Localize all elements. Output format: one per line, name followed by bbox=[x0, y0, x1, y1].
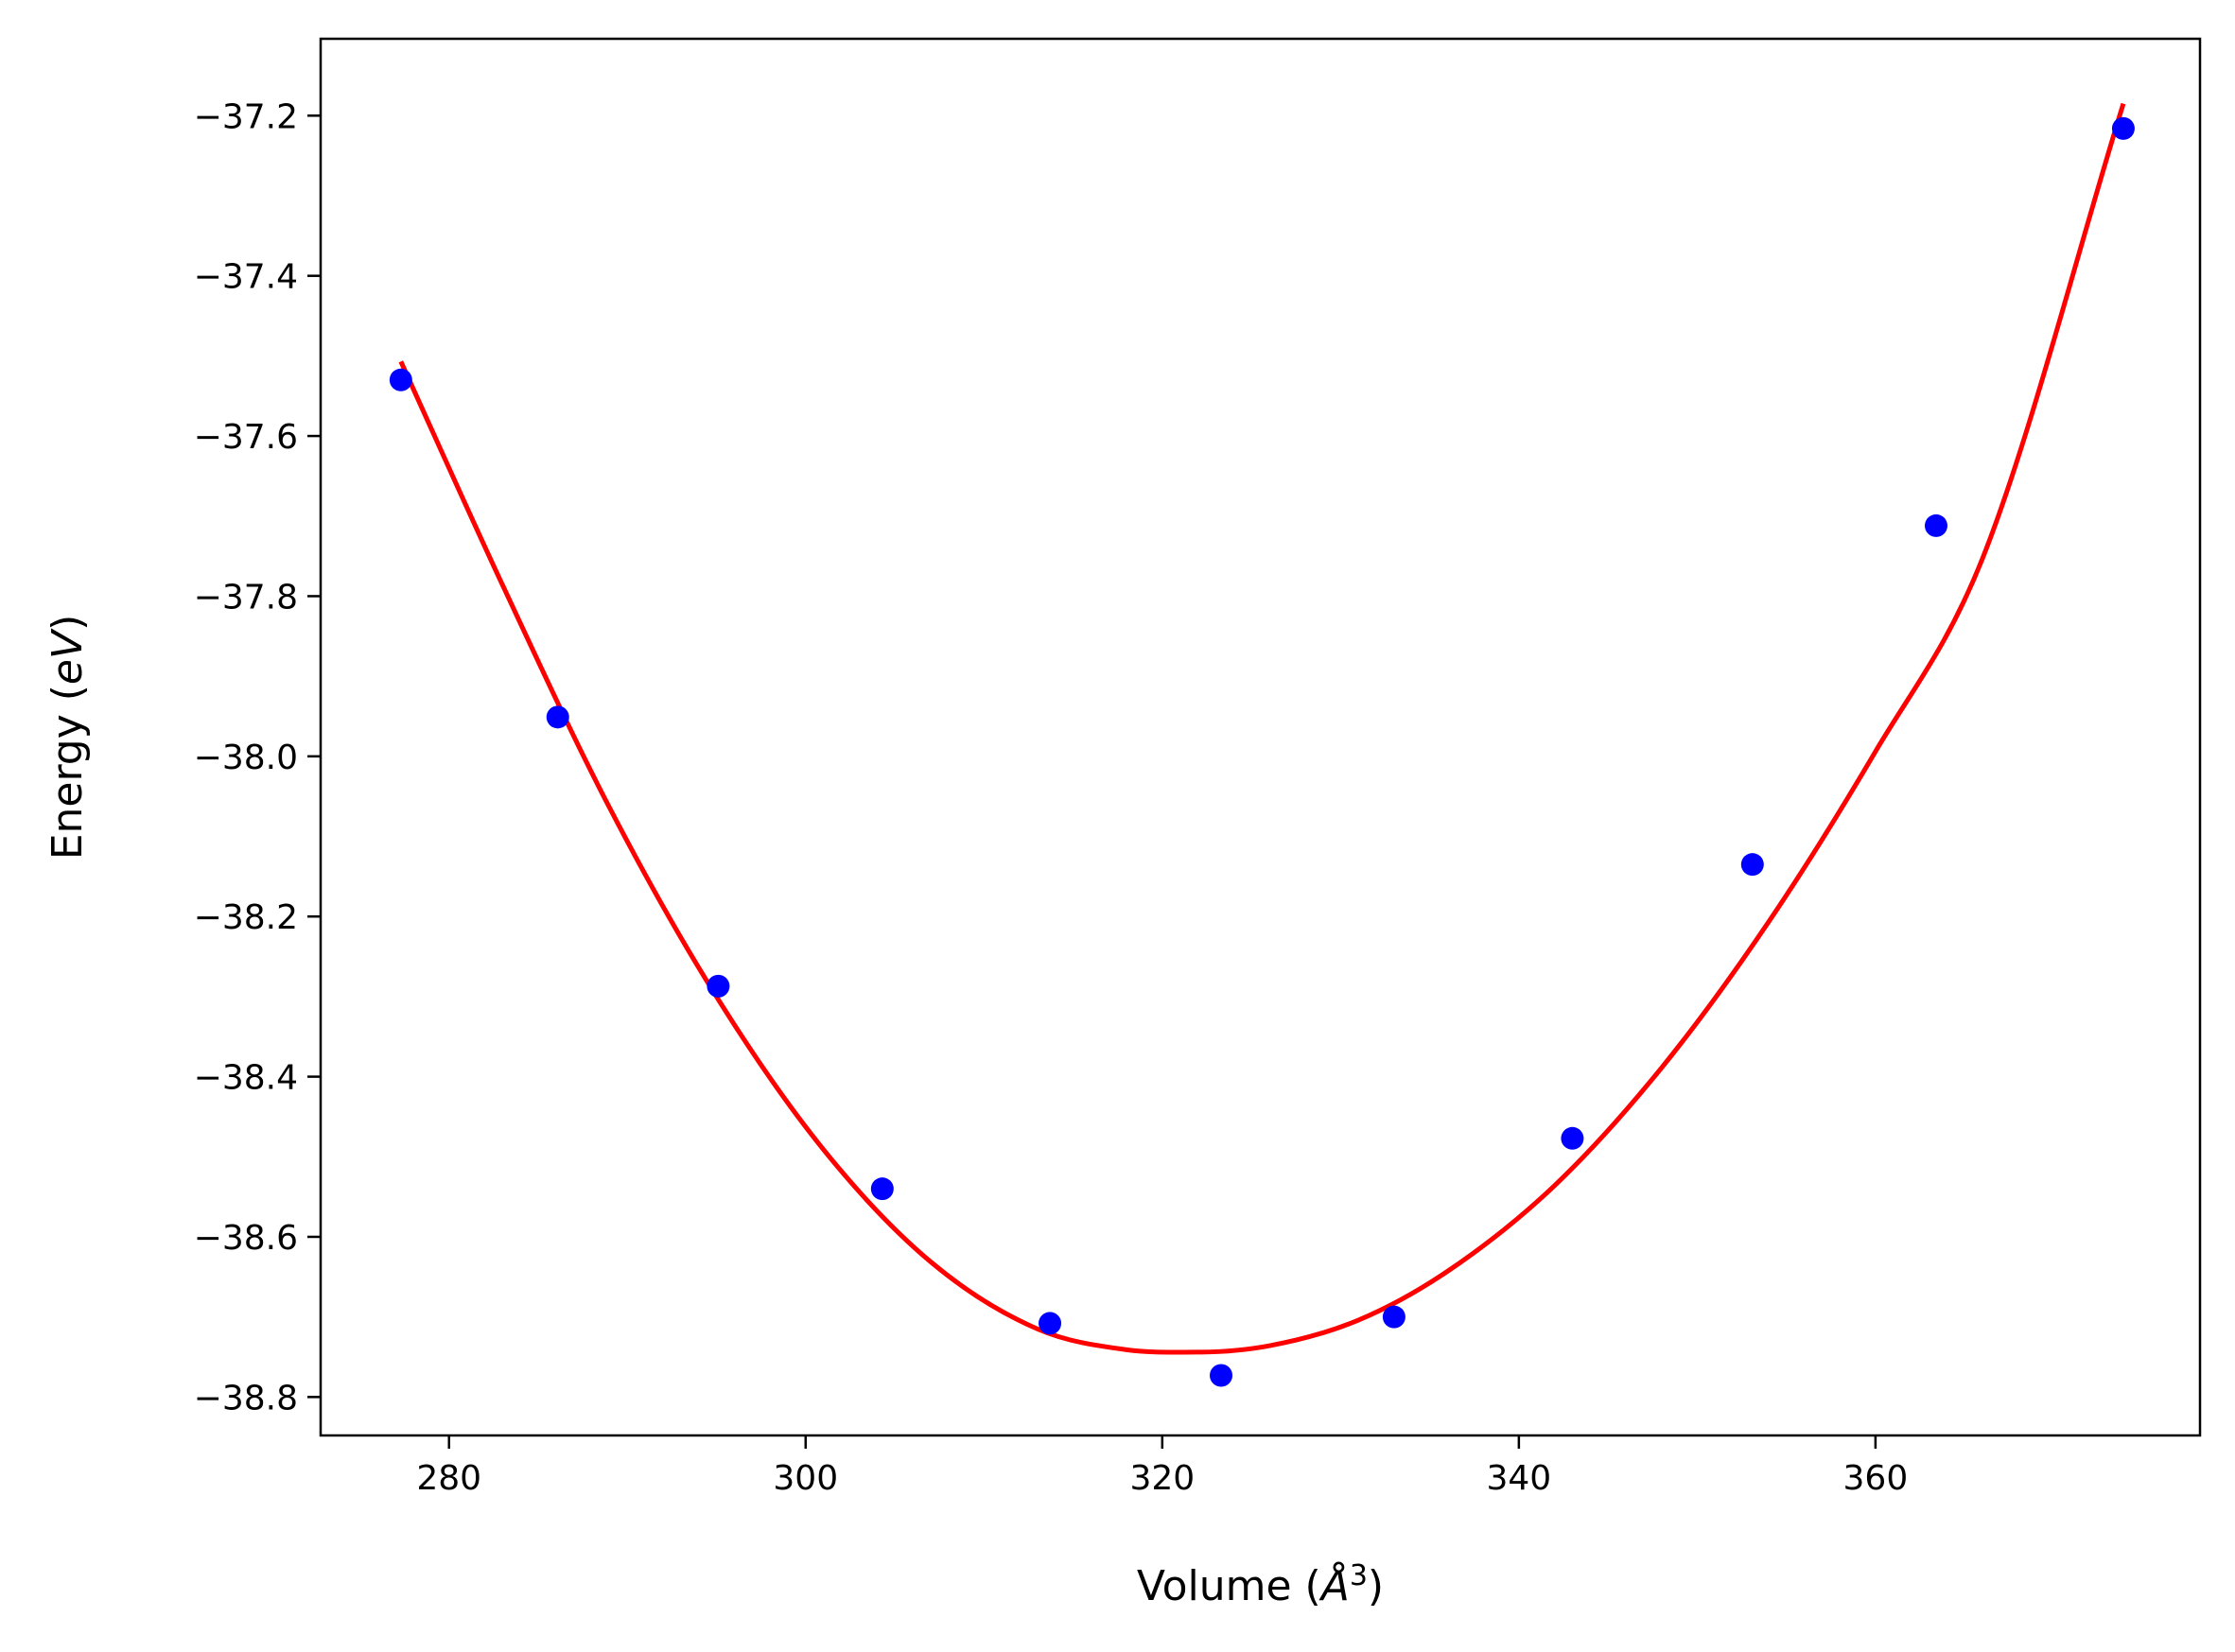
data-point bbox=[1740, 853, 1764, 877]
x-tick-label: 360 bbox=[1843, 1459, 1909, 1498]
y-tick-label: −38.4 bbox=[194, 1059, 298, 1098]
data-point bbox=[1382, 1305, 1406, 1329]
y-tick-label: −37.6 bbox=[194, 418, 298, 457]
y-tick-label: −38.8 bbox=[194, 1379, 298, 1417]
data-point bbox=[1561, 1126, 1584, 1150]
x-axis-label: Volume (Å3) bbox=[1137, 1559, 1384, 1610]
y-tick-label: −37.8 bbox=[194, 578, 298, 617]
data-point bbox=[707, 974, 730, 998]
data-point bbox=[389, 368, 412, 391]
data-point bbox=[1210, 1364, 1233, 1387]
x-tick-label: 300 bbox=[773, 1459, 838, 1498]
fit-curve bbox=[398, 102, 2126, 1355]
y-tick-label: −38.6 bbox=[194, 1219, 298, 1258]
data-point bbox=[546, 705, 569, 729]
y-tick-label: −38.2 bbox=[194, 898, 298, 937]
x-tick-label: 280 bbox=[416, 1459, 481, 1498]
y-axis-ticks: −38.8 −38.6 −38.4 −38.2 −38.0 −37.8 −37.6 −37.4… bbox=[194, 97, 321, 1417]
x-tick-label: 320 bbox=[1129, 1459, 1195, 1498]
fit-curve-layer bbox=[398, 102, 2126, 1355]
y-axis-label: Energy (eV) bbox=[44, 615, 92, 861]
x-axis-ticks: 280 300 320 340 360 bbox=[416, 1435, 1908, 1498]
y-tick-label: −37.2 bbox=[194, 97, 298, 136]
x-tick-label: 340 bbox=[1486, 1459, 1551, 1498]
plot-frame bbox=[319, 37, 2202, 1437]
data-point bbox=[870, 1177, 894, 1201]
data-point bbox=[1924, 513, 1947, 537]
data-point bbox=[1039, 1312, 1062, 1335]
y-tick-label: −38.0 bbox=[194, 739, 298, 777]
plot-area bbox=[321, 39, 2200, 1435]
y-tick-label: −37.4 bbox=[194, 258, 298, 297]
data-points-layer bbox=[389, 116, 2135, 1387]
data-point bbox=[2111, 116, 2135, 140]
